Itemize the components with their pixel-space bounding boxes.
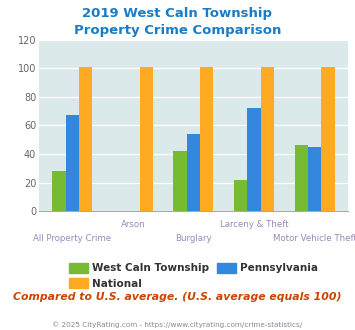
Bar [79,67,92,211]
Bar [174,151,187,211]
Text: Motor Vehicle Theft: Motor Vehicle Theft [273,234,355,243]
Text: Arson: Arson [121,220,145,229]
Text: 2019 West Caln Township
Property Crime Comparison: 2019 West Caln Township Property Crime C… [74,7,281,37]
Text: © 2025 CityRating.com - https://www.cityrating.com/crime-statistics/: © 2025 CityRating.com - https://www.city… [53,322,302,328]
Bar [247,108,261,211]
Bar [295,146,308,211]
Text: Compared to U.S. average. (U.S. average equals 100): Compared to U.S. average. (U.S. average … [13,292,342,302]
Bar [200,67,213,211]
Bar [53,171,66,211]
Bar [234,180,247,211]
Bar [140,67,153,211]
Bar [187,134,200,211]
Text: Larceny & Theft: Larceny & Theft [220,220,288,229]
Legend: West Caln Township, National, Pennsylvania: West Caln Township, National, Pennsylvan… [69,263,318,289]
Bar [308,147,321,211]
Text: All Property Crime: All Property Crime [33,234,111,243]
Bar [321,67,334,211]
Bar [261,67,274,211]
Text: Burglary: Burglary [175,234,212,243]
Bar [66,115,79,211]
